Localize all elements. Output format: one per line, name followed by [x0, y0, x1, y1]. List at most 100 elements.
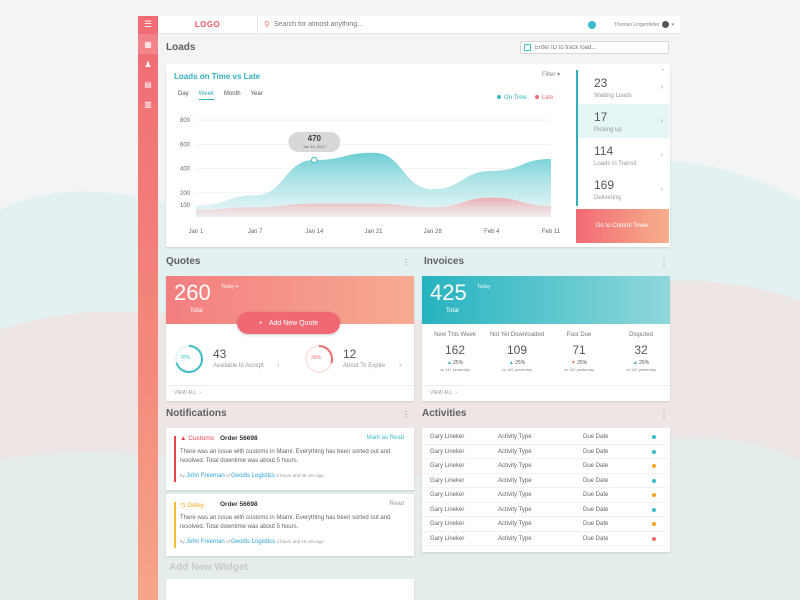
tooltip-box: [288, 132, 341, 153]
y-tick-label: 100: [180, 203, 191, 209]
track-load-input[interactable]: [535, 44, 655, 51]
activity-person: Gary Lineker: [430, 448, 465, 455]
activities-card: Gary Lineker Activity Type Due Date Gary Li…: [422, 428, 670, 552]
table-row[interactable]: Gary Lineker Activity Type Due Date: [422, 459, 668, 474]
x-tick-label: Feb 4: [484, 229, 500, 235]
tab-month[interactable]: Month: [223, 91, 241, 97]
notification-tag: ◷ Delay: [180, 501, 204, 509]
stat-value: 23: [594, 76, 608, 90]
table-row[interactable]: Gary Lineker Activity Type Due Date: [422, 445, 668, 459]
col-value: 162: [444, 343, 466, 357]
invoices-more-icon[interactable]: ⋮: [660, 258, 668, 267]
tab-day[interactable]: Day: [178, 91, 189, 97]
invoices-view-all[interactable]: VIEW ALL ›: [430, 390, 458, 396]
activity-due-date: Due Date: [583, 535, 609, 542]
view-all-label: VIEW ALL: [174, 390, 197, 396]
stat-waiting-loads[interactable]: 23 Waiting Loads ›: [576, 70, 669, 104]
chevron-right-icon: ›: [660, 118, 663, 125]
invoice-col-disputed: Disputed 32 ▲ 25% vs 142 yesterday: [610, 332, 672, 372]
sidebar-item-documents[interactable]: ▤: [138, 74, 158, 94]
tab-week[interactable]: Week: [198, 91, 214, 100]
y-tick-label: 400: [180, 167, 191, 173]
notifications-more-icon[interactable]: ⋮: [402, 410, 410, 419]
col-pct: 25%: [577, 360, 588, 366]
activity-due-date: Due Date: [583, 477, 609, 484]
invoices-today[interactable]: Today: [477, 284, 491, 290]
person-link[interactable]: John Freeman: [186, 473, 225, 479]
activity-person: Gary Lineker: [430, 521, 465, 527]
clock-icon: ◷: [180, 502, 186, 509]
search-input[interactable]: [273, 21, 554, 28]
quotes-today[interactable]: Today ▾: [221, 284, 239, 290]
series-late-area: [196, 197, 551, 217]
mark-as-read-button[interactable]: Mark as Read: [366, 435, 404, 441]
stat-delivering[interactable]: 169 Delivering ›: [576, 172, 669, 206]
add-new-quote-button[interactable]: + Add New Quote: [237, 312, 340, 334]
notification-indicator-icon[interactable]: [587, 20, 596, 29]
view-all-label: VIEW ALL: [430, 390, 453, 396]
person-link[interactable]: John Freeman: [186, 539, 225, 545]
dashboard-icon: ▦: [144, 39, 152, 49]
chevron-right-icon[interactable]: ›: [277, 362, 280, 369]
sidebar-item-files[interactable]: ▥: [138, 94, 158, 114]
chevron-right-icon[interactable]: ›: [399, 362, 402, 369]
status-dot-icon: [652, 449, 656, 454]
legend-on-time-label: On Time: [504, 95, 527, 101]
available-label: Available to Accept: [213, 363, 264, 369]
of-label: of: [225, 539, 230, 544]
user-menu[interactable]: Thomas Lingenfelter ▾: [614, 21, 674, 28]
filter-dropdown[interactable]: Filter ▾: [542, 72, 561, 78]
timestamp: 4 hours and 15 min ago: [276, 539, 324, 544]
table-row[interactable]: Gary Lineker Activity Type Due Date: [422, 517, 668, 532]
company-link[interactable]: Geodis Logistics: [231, 539, 276, 545]
tooltip-value: 470: [308, 134, 322, 143]
status-dot-icon: [652, 478, 656, 483]
table-row[interactable]: Gary Lineker Activity Type Due Date: [422, 488, 668, 503]
x-tick-label: Jan 28: [424, 229, 443, 235]
stat-picking-up[interactable]: 17 Picking up ›: [576, 104, 669, 138]
quotes-view-all[interactable]: VIEW ALL ›: [174, 390, 202, 396]
add-widget-title[interactable]: Add New Widget: [169, 562, 248, 573]
loads-card: Loads on Time vs Late Filter ▾ Day Week …: [166, 64, 670, 247]
expire-pct: 30%: [311, 355, 322, 361]
arrow-down-icon: ▼: [570, 360, 576, 366]
activity-type: Activity Type: [498, 463, 532, 469]
activity-due-date: Due Date: [583, 434, 609, 440]
stat-value: 169: [594, 178, 615, 192]
tab-year[interactable]: Year: [250, 91, 263, 97]
logo: LOGO: [158, 15, 258, 34]
read-button[interactable]: Read: [389, 501, 404, 507]
stat-loads-in-transit[interactable]: 114 Loads in Transit ›: [576, 138, 669, 172]
table-row[interactable]: Gary Lineker Activity Type Due Date: [422, 474, 668, 488]
quotes-more-icon[interactable]: ⋮: [402, 258, 410, 267]
quotes-title: Quotes: [166, 256, 201, 267]
activity-type: Activity Type: [498, 434, 532, 440]
stat-label: Delivering: [594, 195, 621, 201]
notification-meta: by John Freeman of Geodis Logistics 4 ho…: [180, 539, 324, 545]
sidebar-item-dashboard[interactable]: ▦: [138, 34, 158, 54]
activity-person: Gary Lineker: [430, 506, 465, 513]
stat-label: Picking up: [594, 127, 622, 133]
invoices-total-label: Total: [446, 308, 459, 314]
activities-more-icon[interactable]: ⋮: [660, 410, 668, 419]
invoice-col-new: New This Week 162 ▲ 25% vs 142 yesterday: [424, 332, 486, 372]
col-value: 32: [634, 343, 648, 357]
status-dot-icon: [652, 464, 656, 468]
activity-type: Activity Type: [498, 492, 532, 498]
control-tower-button[interactable]: Go to Control Tower: [576, 209, 669, 243]
company-link[interactable]: Geodis Logistics: [231, 473, 276, 479]
table-row[interactable]: Gary Lineker Activity Type Due Date: [422, 503, 668, 517]
table-row[interactable]: Gary Lineker Activity Type Due Date: [422, 430, 668, 445]
track-load-field[interactable]: [520, 41, 669, 54]
status-dot-icon: [652, 522, 656, 526]
status-dot-icon: [652, 435, 656, 439]
chart-title: Loads on Time vs Late: [174, 72, 261, 81]
top-bar: ☰ LOGO ⚲ Thomas Lingenfelter ▾: [138, 15, 680, 34]
sidebar: ▦ ♟ ▤ ▥: [138, 34, 158, 600]
y-tick-label: 200: [180, 191, 191, 197]
hamburger-menu-icon[interactable]: ☰: [138, 15, 158, 34]
stat-label: Waiting Loads: [594, 93, 632, 99]
table-row[interactable]: Gary Lineker Activity Type Due Date: [422, 532, 668, 546]
today-label: Today: [221, 284, 235, 290]
sidebar-item-chess[interactable]: ♟: [138, 54, 158, 74]
